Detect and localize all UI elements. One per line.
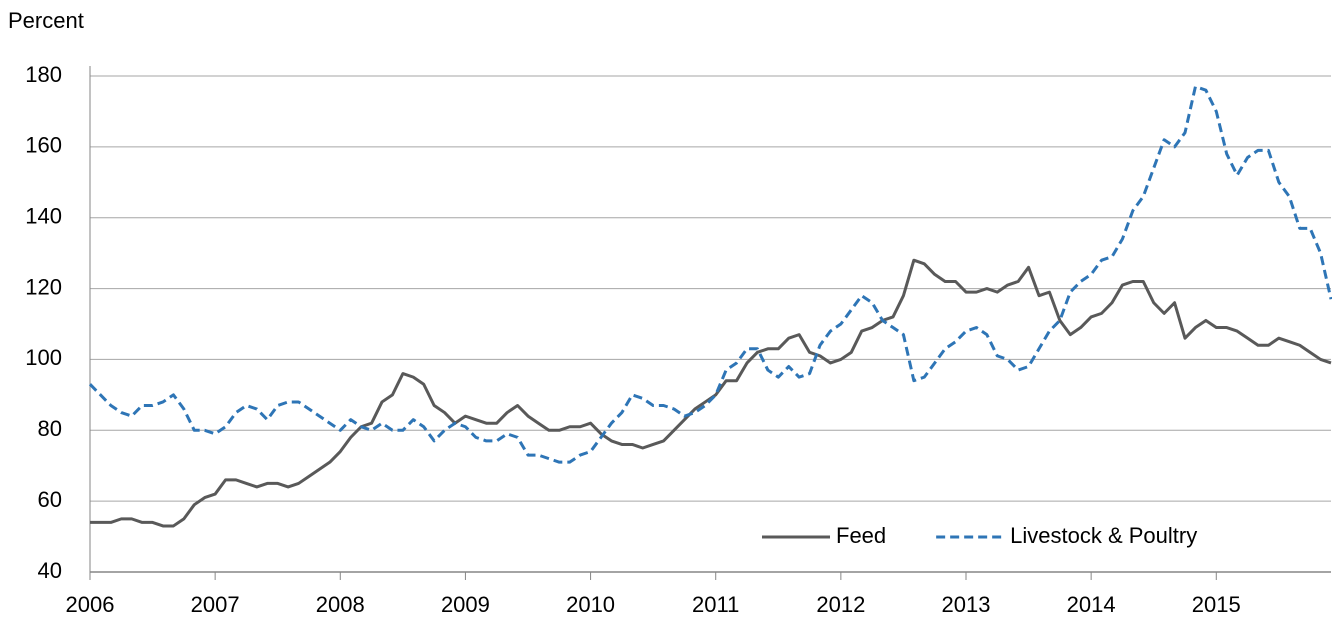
y-tick-label: 180 xyxy=(25,62,62,87)
legend-label: Livestock & Poultry xyxy=(1010,523,1197,548)
y-tick-label: 40 xyxy=(38,558,62,583)
x-tick-label: 2008 xyxy=(316,592,365,617)
x-tick-label: 2013 xyxy=(942,592,991,617)
y-tick-label: 160 xyxy=(25,133,62,158)
y-tick-label: 140 xyxy=(25,204,62,229)
x-tick-label: 2010 xyxy=(566,592,615,617)
x-tick-label: 2011 xyxy=(692,592,739,617)
series-line xyxy=(90,258,1332,528)
x-tick-label: 2014 xyxy=(1067,592,1116,617)
x-tick-label: 2012 xyxy=(816,592,865,617)
x-tick-label: 2015 xyxy=(1192,592,1241,617)
x-tick-label: 2009 xyxy=(441,592,490,617)
y-tick-label: 120 xyxy=(25,274,62,299)
y-tick-label: 60 xyxy=(38,487,62,512)
y-tick-label: 100 xyxy=(25,345,62,370)
legend-label: Feed xyxy=(836,523,886,548)
x-tick-label: 2007 xyxy=(191,592,240,617)
y-tick-label: 80 xyxy=(38,416,62,441)
y-axis-label: Percent xyxy=(8,8,84,33)
series-line xyxy=(88,85,1332,464)
x-tick-label: 2006 xyxy=(66,592,115,617)
